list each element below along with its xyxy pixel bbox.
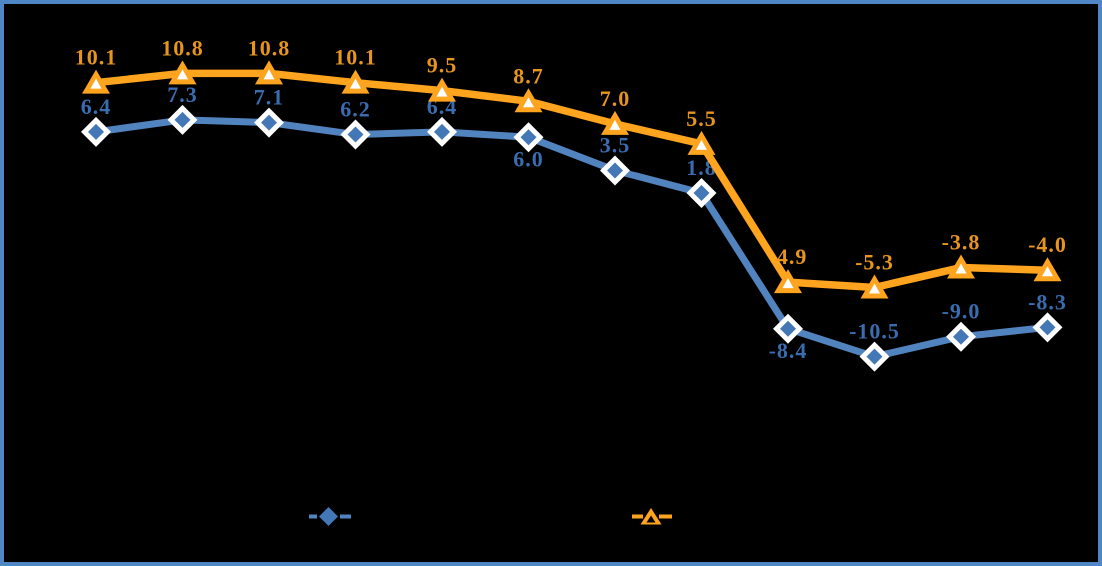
orange-triangle-series-label: 10.1 — [75, 45, 118, 70]
blue-diamond-series-label: -9.0 — [942, 299, 981, 324]
orange-triangle-series-label: 8.7 — [513, 63, 544, 88]
legend-diamond-icon — [319, 507, 338, 526]
legend-triangle-inner — [646, 515, 656, 523]
triangle-marker-inner — [523, 97, 534, 108]
triangle-marker-inner — [436, 86, 448, 97]
triangle-marker-inner — [782, 278, 794, 289]
orange-triangle-series-label: 9.5 — [427, 53, 458, 78]
diamond-marker — [347, 126, 364, 143]
orange-triangle-series-label: 10.1 — [334, 45, 377, 70]
triangle-marker-inner — [90, 78, 102, 89]
triangle-marker-inner — [955, 263, 967, 274]
diamond-marker — [866, 348, 883, 365]
orange-triangle-series-label: -4.0 — [1028, 232, 1067, 257]
diamond-marker — [1039, 319, 1056, 336]
diamond-marker — [261, 114, 277, 131]
orange-triangle-series-label: 10.8 — [248, 35, 291, 60]
diamond-marker — [780, 320, 796, 337]
triangle-marker-inner — [177, 69, 188, 80]
diamond-marker — [434, 123, 450, 140]
diamond-marker — [607, 162, 623, 179]
blue-diamond-series-label: 7.1 — [254, 85, 285, 110]
blue-diamond-series-label: 7.3 — [167, 82, 198, 107]
triangle-marker-inner — [1042, 266, 1053, 277]
diamond-marker — [953, 328, 969, 345]
triangle-marker-inner — [263, 69, 275, 80]
blue-diamond-series-line — [92, 116, 1051, 361]
orange-triangle-series-label: -3.8 — [942, 230, 981, 255]
orange-triangle-series-line — [92, 69, 1052, 292]
diamond-marker — [88, 123, 104, 140]
triangle-marker-inner — [696, 139, 707, 150]
triangle-marker-inner — [350, 78, 361, 89]
triangle-marker-inner — [609, 119, 621, 130]
diamond-marker — [693, 185, 710, 202]
blue-diamond-series-label: -10.5 — [849, 319, 900, 344]
orange-triangle-series-label: 10.8 — [161, 35, 204, 60]
orange-triangle-series-label: 7.0 — [600, 86, 631, 111]
orange-triangle-series-label: 5.5 — [686, 106, 717, 131]
blue-diamond-series-label: 6.2 — [340, 97, 371, 122]
blue-diamond-series-label: 3.5 — [600, 132, 631, 157]
blue-diamond-series-label: -8.3 — [1028, 289, 1067, 314]
diamond-marker — [520, 129, 537, 146]
triangle-marker-inner — [869, 283, 880, 294]
diamond-marker — [174, 111, 191, 128]
orange-triangle-series-label: -5.3 — [855, 249, 894, 274]
blue-diamond-series-label: 6.4 — [81, 94, 112, 119]
